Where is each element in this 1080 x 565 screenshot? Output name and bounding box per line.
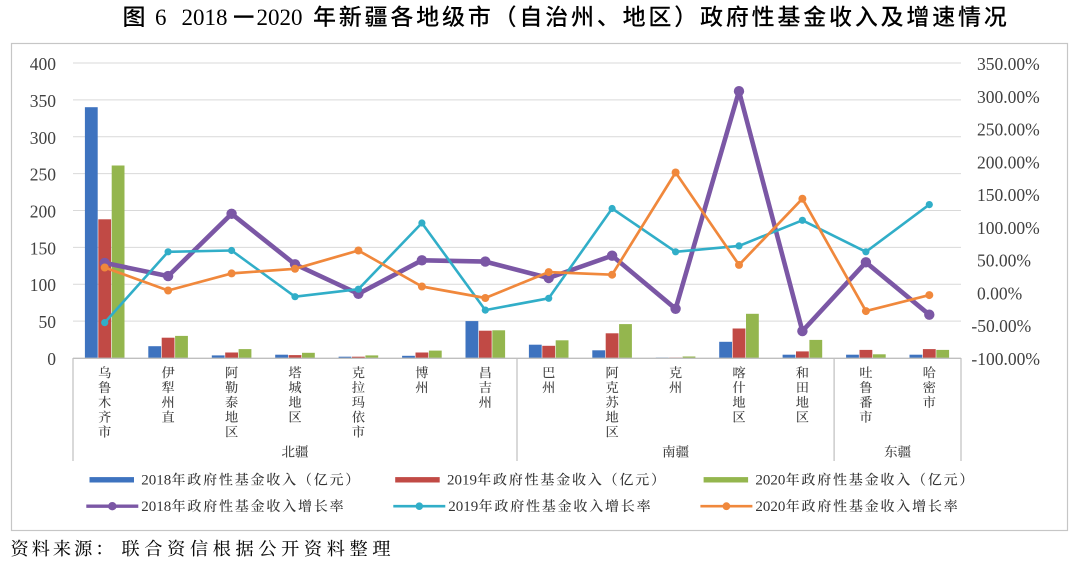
- svg-text:350.00%: 350.00%: [977, 54, 1040, 74]
- svg-text:100.00%: 100.00%: [977, 218, 1040, 238]
- svg-text:-50.00%: -50.00%: [971, 316, 1031, 336]
- svg-text:-100.00%: -100.00%: [971, 349, 1040, 369]
- svg-text:300.00%: 300.00%: [977, 87, 1040, 107]
- svg-text:200.00%: 200.00%: [977, 152, 1040, 172]
- svg-text:2019: 2019: [447, 473, 477, 489]
- svg-text:200: 200: [30, 202, 57, 222]
- svg-text:0.00%: 0.00%: [977, 283, 1022, 303]
- svg-text:300: 300: [30, 128, 57, 148]
- svg-text:50.00%: 50.00%: [977, 251, 1031, 271]
- svg-text:150.00%: 150.00%: [977, 185, 1040, 205]
- svg-text:2018: 2018: [141, 473, 171, 489]
- svg-text:2020: 2020: [755, 499, 785, 515]
- svg-text:2020: 2020: [257, 5, 303, 30]
- svg-text:250.00%: 250.00%: [977, 120, 1040, 140]
- svg-text:250: 250: [30, 165, 57, 185]
- svg-text:0: 0: [47, 349, 56, 369]
- svg-text:350: 350: [30, 91, 57, 111]
- svg-text:400: 400: [30, 54, 57, 74]
- svg-text:100: 100: [30, 275, 57, 295]
- svg-text:2018: 2018: [182, 5, 228, 30]
- svg-text:6: 6: [155, 5, 167, 30]
- svg-text:150: 150: [30, 238, 57, 258]
- svg-text:2019: 2019: [448, 499, 478, 515]
- svg-text:2018: 2018: [141, 499, 171, 515]
- svg-text:50: 50: [39, 312, 57, 332]
- svg-text:2020: 2020: [755, 473, 785, 489]
